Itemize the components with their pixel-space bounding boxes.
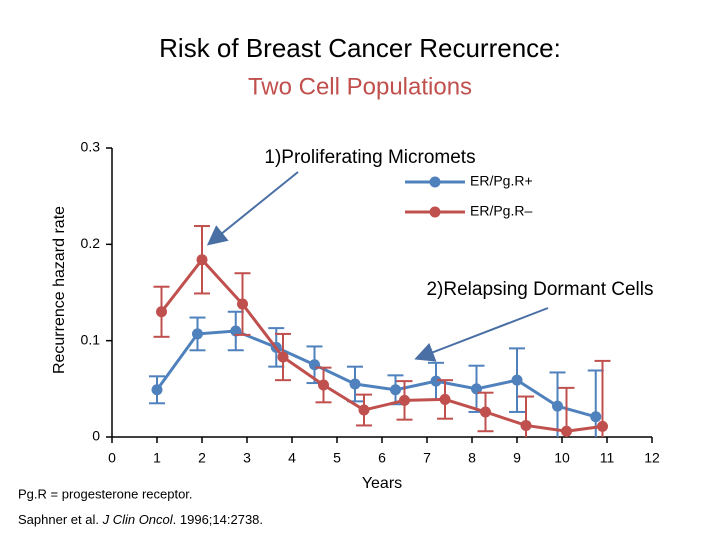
x-tick-label: 2 xyxy=(198,450,206,466)
legend-marker xyxy=(429,176,441,188)
data-point xyxy=(358,404,370,416)
data-point xyxy=(230,325,242,337)
series-line xyxy=(155,329,597,419)
data-point xyxy=(511,374,523,386)
data-point xyxy=(480,406,491,418)
x-tick-label: 3 xyxy=(243,450,251,466)
series-line xyxy=(160,257,603,433)
x-tick-label: 4 xyxy=(288,450,296,466)
y-tick-label: 0.1 xyxy=(81,331,101,347)
y-tick-label: 0 xyxy=(92,428,100,444)
footnote: J Clin Oncol xyxy=(102,512,174,527)
x-tick-label: 11 xyxy=(600,450,615,466)
chart-subtitle: Two Cell Populations xyxy=(248,73,472,100)
legend-marker xyxy=(429,206,441,218)
y-axis-label: Recurrence hazard rate xyxy=(51,206,68,374)
x-tick-label: 8 xyxy=(468,450,476,466)
data-point xyxy=(192,328,203,340)
footnote: Saphner et al. xyxy=(18,512,99,527)
data-point xyxy=(237,298,248,310)
data-point xyxy=(277,351,289,363)
data-point xyxy=(399,394,410,406)
x-tick-label: 0 xyxy=(108,450,116,466)
data-point xyxy=(430,375,442,387)
annotation-arrow xyxy=(206,171,299,246)
data-point xyxy=(390,384,401,396)
legend-label: ER/Pg.R+ xyxy=(470,173,533,189)
data-point xyxy=(439,393,451,405)
x-axis-label: Years xyxy=(362,475,402,492)
data-point xyxy=(590,411,602,423)
data-point xyxy=(471,383,482,395)
x-tick-label: 5 xyxy=(333,450,341,466)
plot-area xyxy=(149,225,611,437)
data-point xyxy=(156,306,167,318)
data-point xyxy=(196,254,208,266)
y-tick-label: 0.3 xyxy=(81,139,101,155)
footnote: Saphner et al. J Clin Oncol. 1996;14:273… xyxy=(18,512,263,527)
data-point xyxy=(561,425,572,437)
x-tick-label: 12 xyxy=(644,450,660,466)
x-tick-label: 10 xyxy=(554,450,570,466)
data-point xyxy=(520,419,532,431)
data-point xyxy=(318,379,329,391)
x-tick-label: 6 xyxy=(378,450,386,466)
annotation: 1)Proliferating Micromets xyxy=(264,147,475,168)
annotation: 2)Relapsing Dormant Cells xyxy=(426,279,653,300)
data-point xyxy=(552,400,563,412)
data-point xyxy=(597,420,608,432)
legend-label: ER/Pg.R– xyxy=(470,203,532,219)
data-point xyxy=(349,378,361,390)
x-tick-label: 7 xyxy=(423,450,431,466)
y-tick-label: 0.2 xyxy=(81,235,101,251)
footnote: . 1996;14:2738. xyxy=(173,512,263,527)
x-tick-label: 1 xyxy=(153,450,161,466)
annotation-arrow xyxy=(414,307,549,362)
footnote: Pg.R = progesterone receptor. xyxy=(18,486,193,501)
data-point xyxy=(151,384,163,396)
x-tick-label: 9 xyxy=(513,450,521,466)
chart-title: Risk of Breast Cancer Recurrence: xyxy=(159,33,561,63)
